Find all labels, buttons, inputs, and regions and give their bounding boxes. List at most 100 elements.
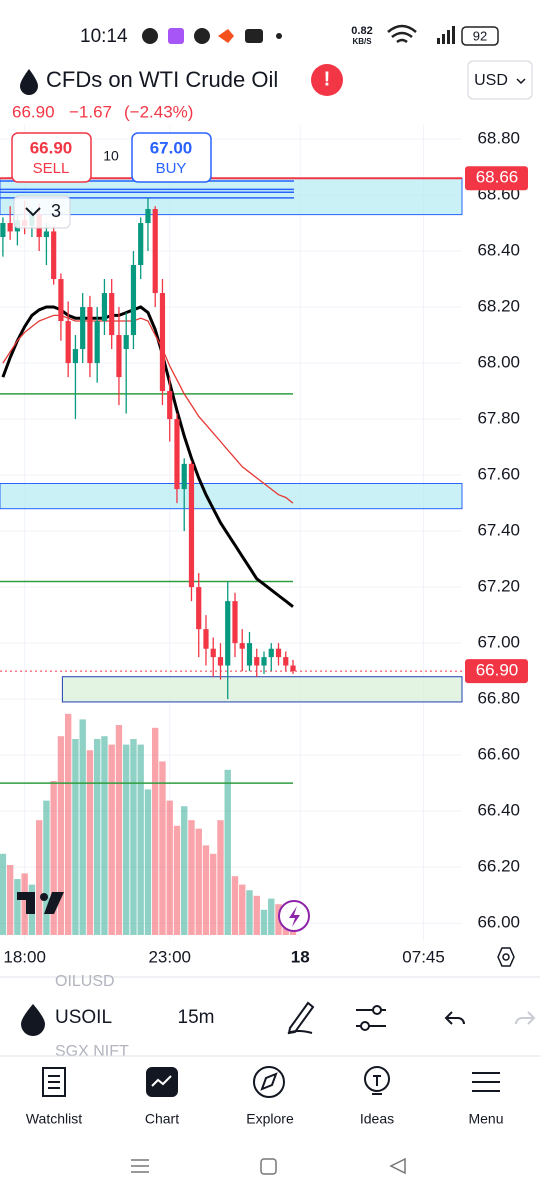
net-speed: 0.82 [351, 25, 372, 37]
indicator-settings[interactable] [356, 1009, 386, 1027]
volume-bar [35, 820, 43, 935]
volume-bar [217, 820, 224, 935]
y-tick-label: 67.20 [477, 577, 520, 596]
volume-bar [137, 744, 144, 935]
y-tick-label: 67.60 [477, 465, 520, 484]
volume-bar [173, 825, 181, 935]
volume-bar [152, 727, 159, 935]
sell-button[interactable] [11, 132, 92, 183]
volume-bar [86, 750, 94, 935]
candle-body [261, 657, 267, 666]
candle-body [152, 209, 158, 294]
y-tick-label: 66.60 [477, 745, 520, 764]
slider-knob [360, 1021, 370, 1031]
nav-label[interactable]: Explore [246, 1111, 294, 1127]
battery-level: 92 [473, 28, 487, 43]
y-tick-label: 68.40 [477, 241, 520, 260]
indicators-toggle[interactable] [13, 195, 71, 229]
candle-body [80, 307, 86, 350]
volume-bar [159, 761, 166, 935]
volume-bar [122, 744, 130, 935]
indicators-caret [25, 207, 41, 217]
candle-body [116, 335, 122, 378]
candle-body [196, 587, 202, 630]
sell-label: SELL [33, 160, 70, 177]
nav-label[interactable]: Chart [145, 1111, 179, 1127]
buy-label: BUY [156, 160, 187, 177]
x-tick-label: 18:00 [3, 947, 46, 966]
volume-bar [224, 769, 231, 935]
status-icons [142, 24, 499, 46]
volume-bar [239, 884, 246, 935]
volume-bar [43, 800, 50, 935]
symbol-icon [20, 69, 38, 95]
candle-body [246, 643, 253, 666]
candle-body [130, 265, 137, 336]
sys-back[interactable] [389, 1157, 406, 1175]
undo[interactable] [444, 1011, 465, 1025]
redo[interactable] [515, 1011, 536, 1025]
y-tick-label: 66.40 [477, 801, 520, 820]
sell-price: 66.90 [30, 138, 73, 157]
sys-home[interactable] [260, 1158, 277, 1175]
candle-body [225, 601, 231, 666]
y-tick-label: 67.80 [477, 409, 520, 428]
candle-body [65, 321, 71, 364]
candle-body [87, 307, 93, 364]
candle-body [43, 231, 50, 238]
volume-bar [57, 736, 65, 935]
volume-bar [93, 739, 101, 935]
symbol-title[interactable]: CFDs on WTI Crude Oil [46, 67, 278, 92]
nav-label[interactable]: Watchlist [26, 1111, 82, 1127]
candle-body [254, 657, 260, 666]
currency-button[interactable] [467, 60, 533, 100]
candle-body [51, 231, 57, 280]
price-tag-label: 66.90 [476, 661, 519, 680]
volume-bar [130, 739, 137, 935]
net-unit: KB/S [352, 37, 372, 46]
spread: 10 [103, 148, 119, 164]
toolbar-interval[interactable]: 15m [178, 1007, 215, 1028]
candle-body [123, 335, 129, 350]
candle-body [232, 601, 238, 644]
y-tick-label: 67.40 [477, 521, 520, 540]
candle-body [109, 293, 115, 336]
volume-bar [14, 879, 21, 935]
volume-bar [210, 853, 217, 935]
price-change: −1.67 [69, 102, 112, 121]
sys-recent[interactable] [131, 1159, 149, 1173]
toolbar-symbol[interactable]: USOIL [55, 1007, 112, 1028]
candle-body [72, 349, 79, 364]
volume-bar [108, 744, 115, 935]
draw-tool[interactable] [287, 1001, 315, 1035]
volume-bar [144, 789, 152, 935]
currency: USD [474, 72, 508, 89]
alert-mark: ! [324, 68, 331, 90]
nav-label[interactable]: Menu [468, 1111, 503, 1127]
price-zone [0, 482, 463, 510]
price-zone [61, 676, 463, 703]
volume-bar [231, 876, 239, 935]
candle-body [145, 209, 151, 224]
y-tick-label: 66.00 [477, 913, 520, 932]
faded-symbol: OILUSD [55, 973, 115, 990]
volume-bar [72, 739, 79, 935]
alert-badge[interactable] [311, 64, 343, 96]
candle-body [58, 279, 64, 322]
moving-average [2, 314, 294, 504]
settings-icon[interactable] [497, 947, 515, 967]
faded-symbol: SGX NIFT [55, 1043, 129, 1060]
y-tick-label: 66.80 [477, 689, 520, 708]
candle-body [0, 223, 6, 238]
price-zone [0, 177, 463, 216]
volume-bar [246, 890, 253, 935]
price-tag-label: 68.66 [476, 168, 519, 187]
buy-button[interactable] [131, 132, 212, 183]
candle-body [167, 391, 173, 420]
currency-caret [516, 78, 526, 85]
candle-body [159, 293, 166, 392]
candle-body [101, 293, 108, 322]
nav-label[interactable]: Ideas [360, 1111, 394, 1127]
